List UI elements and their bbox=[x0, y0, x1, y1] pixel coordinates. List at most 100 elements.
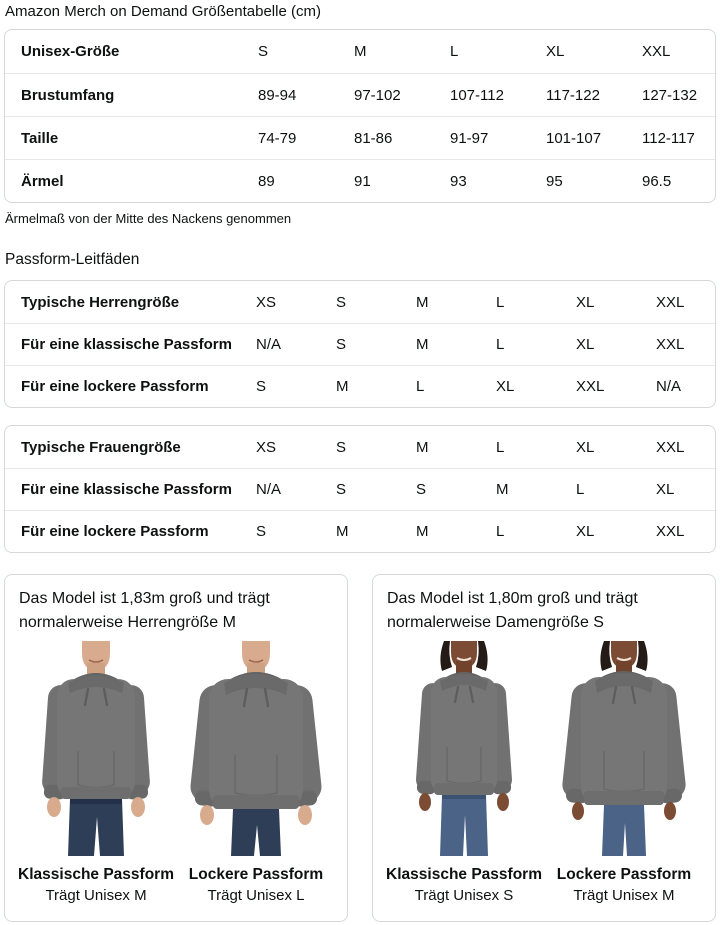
table-row: Typische Herrengröße XS S M L XL XXL bbox=[5, 281, 715, 323]
fit-caption: Klassische Passform bbox=[18, 866, 174, 883]
fit-caption: Lockere Passform bbox=[556, 866, 692, 883]
figure-captions: Lockere Passform Trägt Unisex L bbox=[189, 864, 323, 906]
table-cell: 112-117 bbox=[642, 129, 695, 147]
table-cell: M bbox=[416, 438, 429, 456]
men-fit-table: Typische Herrengröße XS S M L XL XXL Für… bbox=[4, 280, 716, 408]
table-cell: XL bbox=[656, 481, 675, 498]
table-cell: 93 bbox=[450, 172, 467, 190]
fit-caption: Lockere Passform bbox=[188, 866, 324, 883]
table-cell: M bbox=[416, 293, 429, 311]
table-cell: S bbox=[256, 378, 267, 395]
figure-block: Klassische Passform Trägt Unisex M bbox=[18, 641, 174, 906]
table-cell: M bbox=[416, 523, 429, 540]
table-row: Für eine lockere Passform S M M L XL XXL bbox=[5, 510, 715, 552]
figure-block: Klassische Passform Trägt Unisex S bbox=[386, 641, 542, 906]
table-cell: XL bbox=[576, 438, 595, 456]
male-model-card: Das Model ist 1,83m groß und trägt norma… bbox=[4, 574, 348, 922]
table-cell: 127-132 bbox=[642, 86, 698, 104]
row-label: Für eine lockere Passform bbox=[21, 523, 209, 540]
row-label: Für eine klassische Passform bbox=[21, 481, 232, 498]
row-label: Brustumfang bbox=[21, 86, 115, 104]
table-cell: XXL bbox=[656, 438, 685, 456]
table-cell: 97-102 bbox=[354, 86, 401, 104]
table-cell: L bbox=[450, 43, 459, 60]
table-cell: L bbox=[496, 336, 505, 353]
sleeve-measure-note: Ärmelmaß von der Mitte des Nackens genom… bbox=[5, 211, 292, 226]
women-fit-table: Typische Frauengröße XS S M L XL XXL Für… bbox=[4, 425, 716, 553]
figures-row: Klassische Passform Trägt Unisex M Locke… bbox=[18, 641, 333, 906]
unisex-size-table: Unisex-Größe S M L XL XXL Brustumfang 89… bbox=[4, 29, 716, 203]
table-row: Typische Frauengröße XS S M L XL XXL bbox=[5, 426, 715, 468]
figure-captions: Lockere Passform Trägt Unisex M bbox=[557, 864, 691, 906]
row-label: Ärmel bbox=[21, 172, 64, 190]
table-cell: S bbox=[258, 43, 269, 60]
figure-block: Lockere Passform Trägt Unisex L bbox=[179, 641, 333, 906]
table-cell: 91-97 bbox=[450, 129, 489, 147]
table-cell: 91 bbox=[354, 172, 371, 190]
row-label: Typische Herrengröße bbox=[21, 293, 180, 311]
table-cell: 101-107 bbox=[546, 129, 602, 147]
table-cell: XXL bbox=[656, 293, 685, 311]
table-cell: 81-86 bbox=[354, 129, 393, 147]
table-cell: L bbox=[496, 438, 505, 456]
size-caption: Trägt Unisex S bbox=[414, 887, 514, 904]
table-cell: XL bbox=[546, 43, 565, 60]
table-row: Für eine klassische Passform N/A S M L X… bbox=[5, 323, 715, 365]
table-cell: 89 bbox=[258, 172, 275, 190]
female-model-card: Das Model ist 1,80m groß und trägt norma… bbox=[372, 574, 716, 922]
table-cell: S bbox=[336, 481, 347, 498]
table-cell: N/A bbox=[256, 481, 282, 498]
row-label: Taille bbox=[21, 129, 59, 147]
table-cell: XS bbox=[256, 438, 277, 456]
table-cell: M bbox=[336, 523, 349, 540]
table-row: Brustumfang 89-94 97-102 107-112 117-122… bbox=[5, 73, 715, 116]
model-description: Das Model ist 1,83m groß und trägt norma… bbox=[19, 590, 270, 631]
table-row: Taille 74-79 81-86 91-97 101-107 112-117 bbox=[5, 116, 715, 159]
table-cell: S bbox=[336, 438, 347, 456]
table-row: Für eine klassische Passform N/A S S M L… bbox=[5, 468, 715, 510]
table-cell: N/A bbox=[656, 378, 682, 395]
table-cell: S bbox=[336, 336, 347, 353]
figure-captions: Klassische Passform Trägt Unisex S bbox=[386, 864, 542, 906]
table-cell: XXL bbox=[656, 336, 685, 353]
table-cell: XL bbox=[576, 523, 595, 540]
row-label: Typische Frauengröße bbox=[21, 438, 181, 456]
table-cell: 74-79 bbox=[258, 129, 297, 147]
table-cell: XXL bbox=[656, 523, 685, 540]
table-cell: S bbox=[256, 523, 267, 540]
male-classic-fit-photo bbox=[21, 641, 171, 856]
table-cell: 96.5 bbox=[642, 172, 672, 190]
table-cell: 107-112 bbox=[450, 86, 504, 104]
figure-captions: Klassische Passform Trägt Unisex M bbox=[18, 864, 174, 906]
table-cell: XL bbox=[576, 293, 595, 311]
row-label: Unisex-Größe bbox=[21, 43, 120, 60]
table-cell: 89-94 bbox=[258, 86, 297, 104]
row-label: Für eine lockere Passform bbox=[21, 378, 209, 395]
table-row: Ärmel 89 91 93 95 96.5 bbox=[5, 159, 715, 202]
fit-guides-heading: Passform-Leitfäden bbox=[5, 251, 140, 268]
model-description: Das Model ist 1,80m groß und trägt norma… bbox=[387, 590, 638, 631]
table-cell: L bbox=[496, 523, 505, 540]
table-cell: 117-122 bbox=[546, 86, 600, 104]
female-classic-fit-photo bbox=[389, 641, 539, 856]
table-row: Unisex-Größe S M L XL XXL bbox=[5, 30, 715, 73]
size-caption: Trägt Unisex L bbox=[207, 887, 305, 904]
row-label: Für eine klassische Passform bbox=[21, 336, 232, 353]
table-cell: S bbox=[336, 293, 347, 311]
table-cell: M bbox=[416, 336, 429, 353]
table-cell: L bbox=[496, 293, 505, 311]
table-cell: XL bbox=[496, 378, 515, 395]
page-title: Amazon Merch on Demand Größentabelle (cm… bbox=[5, 3, 321, 20]
table-cell: L bbox=[416, 378, 425, 395]
table-cell: 95 bbox=[546, 172, 563, 190]
table-cell: L bbox=[576, 481, 585, 498]
size-caption: Trägt Unisex M bbox=[573, 887, 675, 904]
table-cell: XXL bbox=[642, 43, 671, 60]
figures-row: Klassische Passform Trägt Unisex S Locke… bbox=[386, 641, 701, 906]
table-cell: M bbox=[336, 378, 349, 395]
table-cell: N/A bbox=[256, 336, 282, 353]
female-loose-fit-photo bbox=[549, 641, 699, 856]
male-loose-fit-photo bbox=[181, 641, 331, 856]
table-cell: S bbox=[416, 481, 427, 498]
